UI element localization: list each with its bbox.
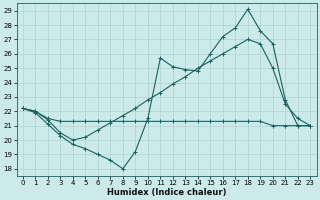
X-axis label: Humidex (Indice chaleur): Humidex (Indice chaleur): [107, 188, 226, 197]
